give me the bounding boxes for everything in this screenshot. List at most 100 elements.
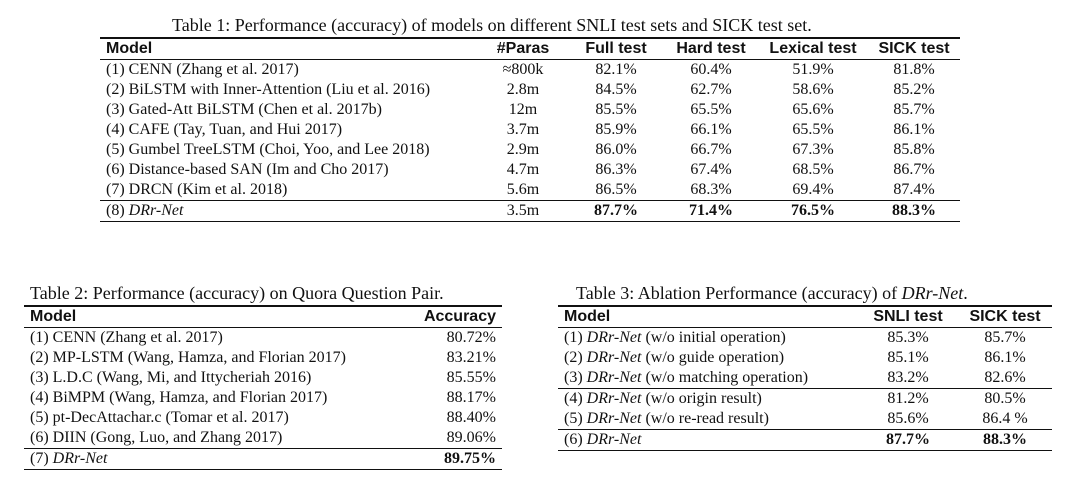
table-3-header-row: Model SNLI test SICK test xyxy=(558,306,1052,328)
table-3-caption: Table 3: Ablation Performance (accuracy)… xyxy=(576,282,1052,304)
value-cell: 88.3% xyxy=(892,202,936,219)
model-cell: (2) BiLSTM with Inner-Attention (Liu et … xyxy=(100,80,478,100)
table-row: (3) Gated-Att BiLSTM (Chen et al. 2017b)… xyxy=(100,100,960,120)
model-name-italic: DRr-Net xyxy=(586,329,642,346)
model-cell: (5) DRr-Net (w/o re-read result) xyxy=(558,409,858,430)
value-cell: 82.6% xyxy=(984,369,1026,386)
table-row: (4) CAFE (Tay, Tuan, and Hui 2017) 3.7m 85… xyxy=(100,120,960,140)
value-cell: 2.8m xyxy=(506,81,540,98)
value-cell: 65.6% xyxy=(792,101,834,118)
table-row: (5) pt-DecAttachar.c (Tomar et al. 2017)… xyxy=(24,408,502,428)
table-row: (1) DRr-Net (w/o initial operation) 85.3%… xyxy=(558,328,1052,349)
value-cell: 4.7m xyxy=(506,161,540,178)
value-cell: 5.6m xyxy=(506,181,540,198)
value-cell: 85.7% xyxy=(893,101,935,118)
model-name: (6) Distance-based SAN (Im and Cho 2017) xyxy=(106,161,389,178)
model-cell: (2) MP-LSTM (Wang, Hamza, and Florian 20… xyxy=(24,348,404,368)
value-cell: 84.5% xyxy=(595,81,637,98)
value-cell: 81.8% xyxy=(893,61,935,78)
table-1-header-row: Model #Paras Full test Hard test Lexical… xyxy=(100,38,960,60)
value-cell: 65.5% xyxy=(690,101,732,118)
value-cell: 67.3% xyxy=(792,141,834,158)
model-variant: (w/o guide operation) xyxy=(641,349,785,366)
table-row: (6) DRr-Net 87.7% 88.3% xyxy=(558,429,1052,451)
value-cell: 71.4% xyxy=(689,202,733,219)
table-2: Table 2: Performance (accuracy) on Quora… xyxy=(24,282,502,470)
model-name-italic: DRr-Net xyxy=(586,410,642,427)
value-cell: 87.7% xyxy=(594,202,638,219)
model-cell: (3) Gated-Att BiLSTM (Chen et al. 2017b) xyxy=(100,100,478,120)
caption-text: . xyxy=(963,283,968,303)
model-cell: (1) CENN (Zhang et al. 2017) xyxy=(24,328,404,349)
model-name: (1) CENN (Zhang et al. 2017) xyxy=(30,329,223,346)
model-name: (7) DRCN (Kim et al. 2018) xyxy=(106,181,288,198)
value-cell: 85.2% xyxy=(893,81,935,98)
value-cell: 86.3% xyxy=(595,161,637,178)
column-header: SICK test xyxy=(878,40,950,57)
value-cell: 89.75% xyxy=(444,450,496,467)
value-cell: 88.17% xyxy=(446,389,496,406)
value-cell: 51.9% xyxy=(792,61,834,78)
model-name: (1) xyxy=(564,329,587,346)
value-cell: 62.7% xyxy=(690,81,732,98)
value-cell: 86.7% xyxy=(893,161,935,178)
model-name-italic: DRr-Net xyxy=(128,202,184,219)
model-name-italic: DRr-Net xyxy=(586,431,642,448)
value-cell: 3.7m xyxy=(506,121,540,138)
column-header: #Paras xyxy=(496,40,550,57)
model-name: (7) xyxy=(30,450,53,467)
column-header: Lexical test xyxy=(769,40,857,57)
value-cell: 66.7% xyxy=(690,141,732,158)
table-row: (3) DRr-Net (w/o matching operation) 83.2… xyxy=(558,368,1052,389)
model-name-italic: DRr-Net xyxy=(586,390,642,407)
model-name-italic: DRr-Net xyxy=(586,349,642,366)
column-header: Model xyxy=(30,308,77,325)
model-name: (2) xyxy=(564,349,587,366)
value-cell: 86.0% xyxy=(595,141,637,158)
model-cell: (5) pt-DecAttachar.c (Tomar et al. 2017) xyxy=(24,408,404,428)
value-cell: 86.1% xyxy=(893,121,935,138)
value-cell: 86.5% xyxy=(595,181,637,198)
table-3-grid: Model SNLI test SICK test (1) DRr-Net (w… xyxy=(558,305,1052,451)
model-cell: (7) DRr-Net xyxy=(24,449,404,470)
value-cell: 80.72% xyxy=(446,329,496,346)
model-cell: (6) DIIN (Gong, Luo, and Zhang 2017) xyxy=(24,428,404,449)
table-row: (6) DIIN (Gong, Luo, and Zhang 2017) 89.0… xyxy=(24,428,502,449)
model-cell: (7) DRCN (Kim et al. 2018) xyxy=(100,180,478,201)
table-row: (4) BiMPM (Wang, Hamza, and Florian 2017… xyxy=(24,388,502,408)
model-name: (3) Gated-Att BiLSTM (Chen et al. 2017b) xyxy=(106,101,382,118)
table-row: (3) L.D.C (Wang, Mi, and Ittycheriah 201… xyxy=(24,368,502,388)
model-variant: (w/o matching operation) xyxy=(641,369,809,386)
table-row: (1) CENN (Zhang et al. 2017) ≈800k 82.1% 60… xyxy=(100,60,960,81)
model-name: (5) xyxy=(564,410,587,427)
table-row: (5) DRr-Net (w/o re-read result) 85.6% 86.… xyxy=(558,409,1052,430)
model-name: (1) CENN (Zhang et al. 2017) xyxy=(106,61,299,78)
value-cell: 60.4% xyxy=(690,61,732,78)
value-cell: 83.2% xyxy=(887,369,929,386)
model-cell: (5) Gumbel TreeLSTM (Choi, Yoo, and Lee … xyxy=(100,140,478,160)
model-name: (8) xyxy=(106,202,129,219)
column-header: Accuracy xyxy=(423,308,496,325)
column-header: Hard test xyxy=(676,40,746,57)
model-cell: (4) CAFE (Tay, Tuan, and Hui 2017) xyxy=(100,120,478,140)
value-cell: 85.3% xyxy=(887,329,929,346)
model-name: (3) L.D.C (Wang, Mi, and Ittycheriah 201… xyxy=(30,369,312,386)
model-name: (5) Gumbel TreeLSTM (Choi, Yoo, and Lee … xyxy=(106,141,430,158)
value-cell: 85.8% xyxy=(893,141,935,158)
value-cell: 86.1% xyxy=(984,349,1026,366)
value-cell: 85.5% xyxy=(595,101,637,118)
table-row: (6) Distance-based SAN (Im and Cho 2017)… xyxy=(100,160,960,180)
table-row: (4) DRr-Net (w/o origin result) 81.2% 80.5… xyxy=(558,388,1052,410)
table-3: Table 3: Ablation Performance (accuracy)… xyxy=(558,282,1052,451)
model-cell: (3) L.D.C (Wang, Mi, and Ittycheriah 201… xyxy=(24,368,404,388)
model-name: (6) xyxy=(564,431,587,448)
model-name-italic: DRr-Net xyxy=(586,369,642,386)
model-cell: (4) BiMPM (Wang, Hamza, and Florian 2017… xyxy=(24,388,404,408)
model-name: (2) BiLSTM with Inner-Attention (Liu et … xyxy=(106,81,431,98)
column-header: SICK test xyxy=(969,308,1041,325)
model-name: (4) CAFE (Tay, Tuan, and Hui 2017) xyxy=(106,121,343,138)
model-cell: (2) DRr-Net (w/o guide operation) xyxy=(558,348,858,368)
value-cell: 83.21% xyxy=(446,349,496,366)
model-cell: (1) DRr-Net (w/o initial operation) xyxy=(558,328,858,349)
model-cell: (4) DRr-Net (w/o origin result) xyxy=(558,389,858,410)
